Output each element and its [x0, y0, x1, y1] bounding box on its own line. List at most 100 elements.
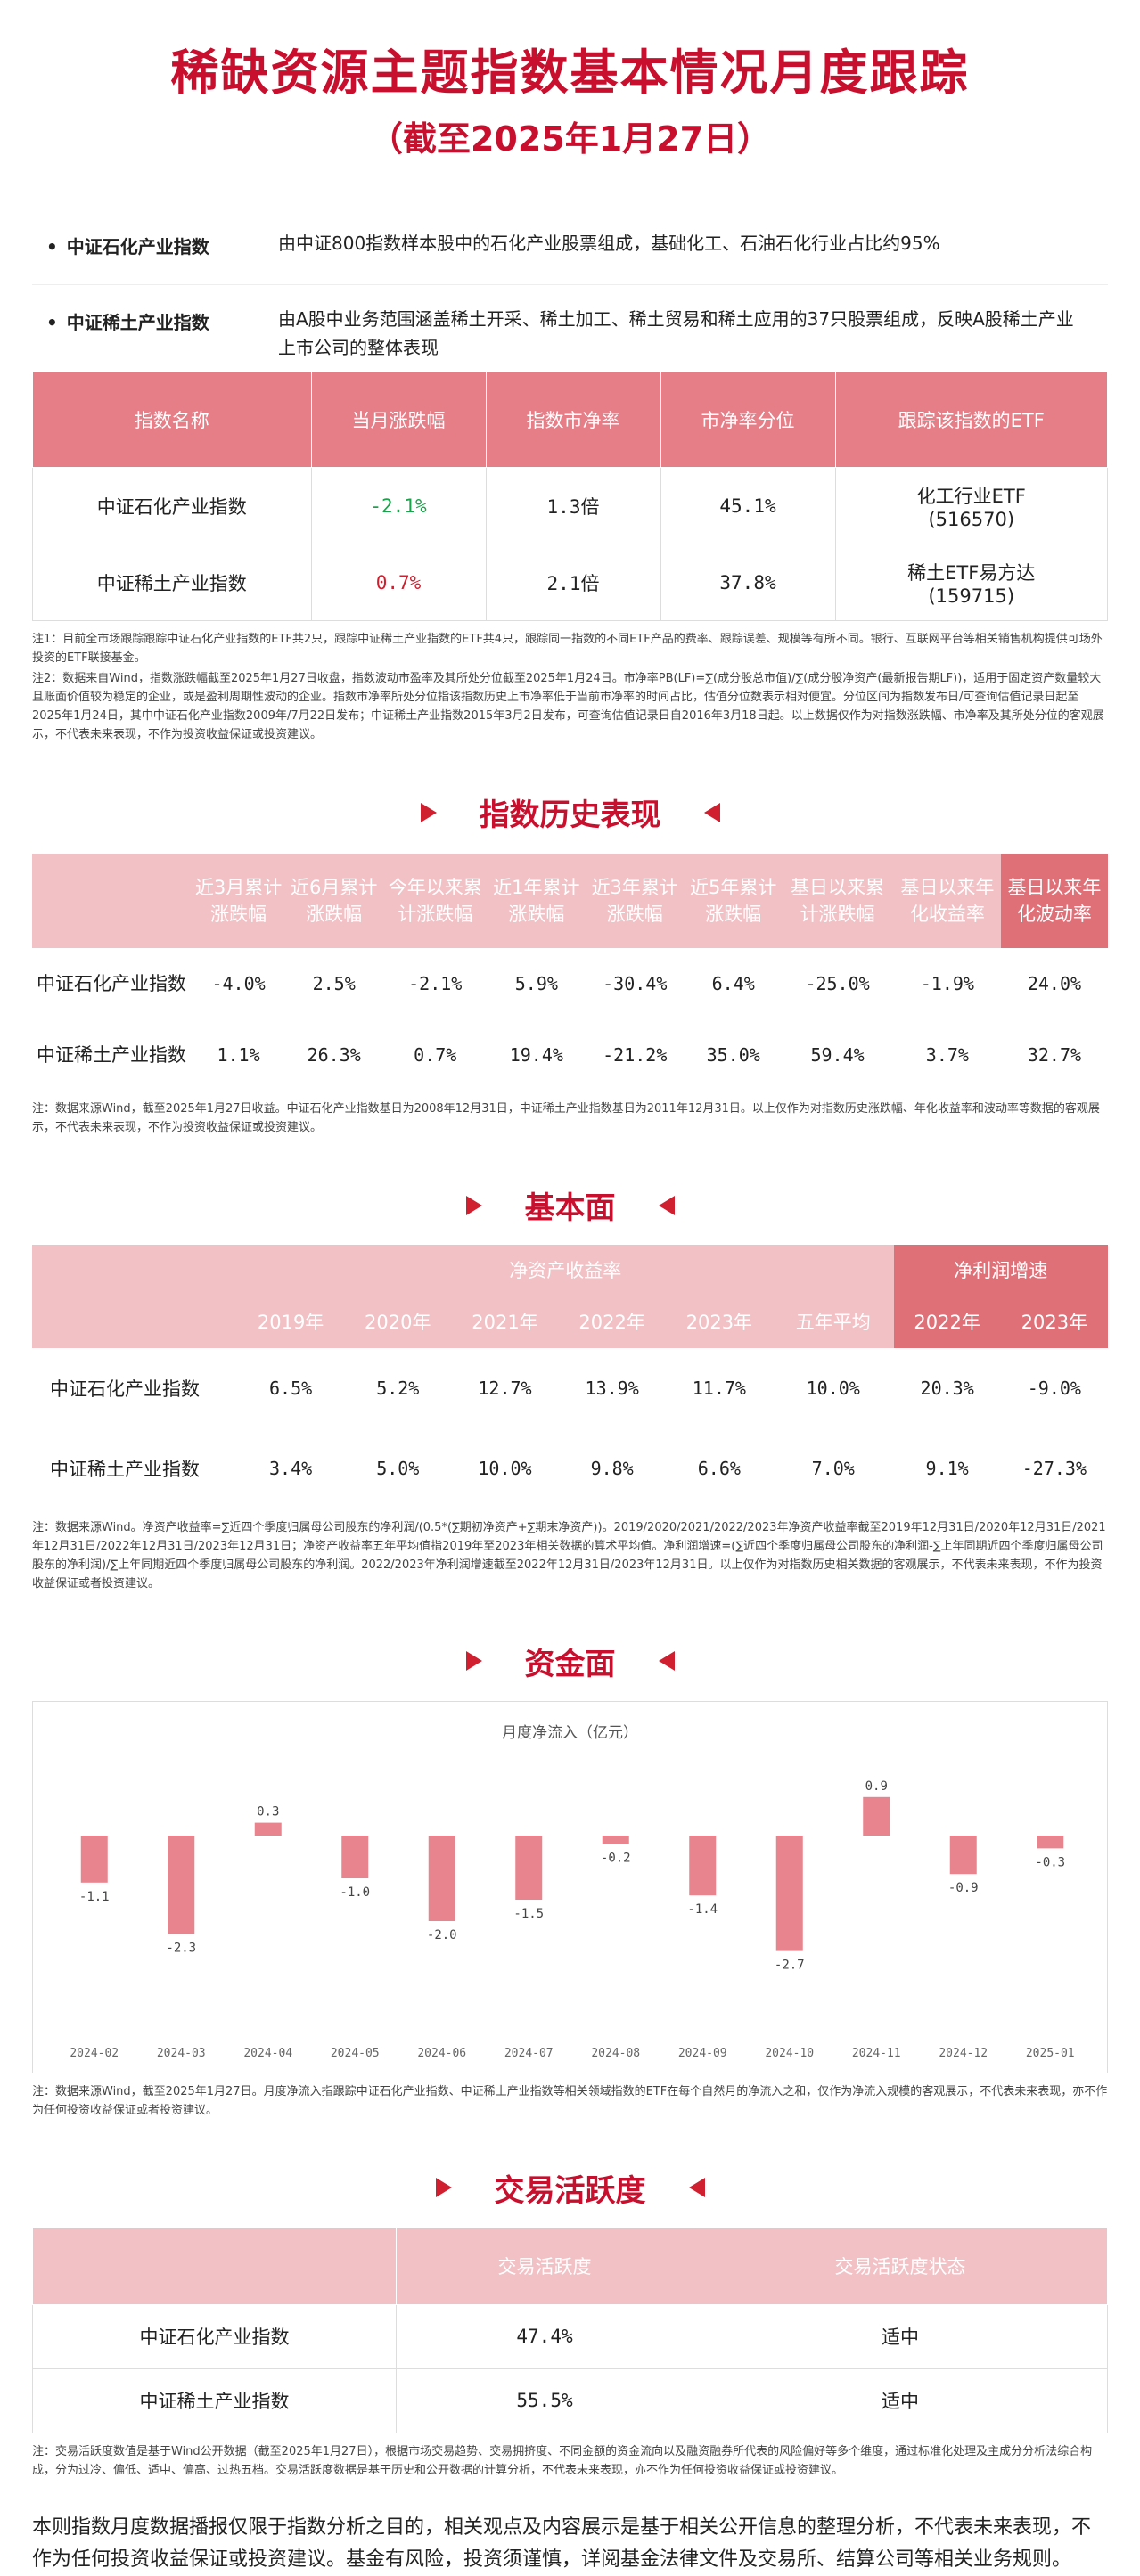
intro-index-desc: 由A股中业务范围涵盖稀土开采、稀土加工、稀土贸易和稀土应用的37只股票组成，反映… — [278, 308, 1074, 359]
cell: -30.4% — [603, 973, 668, 995]
col-header: 2023年 — [665, 1295, 773, 1349]
chart-title: 月度净流入（亿元） — [502, 1724, 638, 1742]
bar-value-label: -2.0 — [427, 1928, 457, 1942]
col-header-blank — [32, 1245, 237, 1349]
x-tick-label: 2025-01 — [1026, 2047, 1075, 2060]
col-header: 近1年累计涨跌幅 — [488, 854, 585, 949]
col-header: 市净率分位 — [660, 371, 836, 469]
cell: 6.5% — [269, 1378, 313, 1400]
col-header: 近3年累计涨跌幅 — [584, 854, 686, 949]
cell: 59.4% — [810, 1044, 865, 1067]
table-row: 中证稀土产业指数 0.7% 2.1倍 37.8% 稀土ETF易方达 (159715… — [32, 544, 1108, 622]
inflow-bar — [428, 1835, 455, 1921]
index-name: 中证稀土产业指数 — [32, 544, 312, 622]
col-header: 近3月累计涨跌幅 — [191, 854, 287, 949]
col-header: 当月涨跌幅 — [310, 371, 487, 469]
inflow-bar — [168, 1835, 195, 1934]
cell: 20.3% — [920, 1378, 974, 1400]
table-row: 中证石化产业指数 47.4% 适中 — [32, 2303, 1108, 2369]
x-tick-label: 2024-11 — [852, 2047, 901, 2060]
cell: 5.9% — [514, 973, 558, 995]
intro-index-name: 中证石化产业指数 — [32, 209, 278, 258]
report-title: 稀缺资源主题指数基本情况月度跟踪 — [170, 45, 970, 101]
col-header: 今年以来累计涨跌幅 — [381, 854, 489, 949]
cell: 24.0% — [1027, 973, 1082, 995]
inflow-bar — [80, 1835, 108, 1883]
col-header: 2020年 — [344, 1295, 452, 1349]
footnote: 注：交易活跃度数值是基于Wind公开数据（截至2025年1月27日），根据市场交… — [32, 2444, 1093, 2477]
cell: 0.7% — [414, 1044, 457, 1067]
col-header: 近6月累计涨跌幅 — [286, 854, 382, 949]
etf-cell: 稀土ETF易方达 (159715) — [834, 544, 1108, 622]
group-header-roe: 净资产收益率 — [237, 1245, 894, 1296]
x-tick-label: 2024-07 — [504, 2047, 554, 2060]
inflow-bar — [602, 1835, 629, 1844]
cell: 5.2% — [376, 1378, 420, 1400]
section-title: 资金面 — [524, 1646, 616, 1682]
activity-value: 47.4% — [395, 2303, 694, 2369]
triangle-left-icon — [658, 1195, 675, 1215]
intro-index-name: 中证稀土产业指数 — [32, 285, 278, 334]
inflow-bar — [515, 1835, 543, 1900]
index-name: 中证稀土产业指数 — [37, 1044, 186, 1067]
cell: 6.6% — [665, 1428, 773, 1509]
cell: 5.0% — [344, 1428, 452, 1509]
index-name: 中证稀土产业指数 — [32, 1428, 237, 1509]
table-row: 中证石化产业指数 -2.1% 1.3倍 45.1% 化工行业ETF (516570… — [32, 467, 1108, 545]
col-header: 2019年 — [237, 1295, 345, 1349]
x-tick-label: 2024-04 — [243, 2047, 292, 2060]
etf-code: (516570) — [928, 508, 1015, 530]
col-header: 2023年 — [1000, 1295, 1108, 1349]
cell: 1.1% — [217, 1044, 260, 1067]
etf-name: 化工行业ETF — [916, 485, 1026, 507]
cell: 9.8% — [558, 1428, 666, 1509]
section-title: 基本面 — [524, 1190, 616, 1227]
activity-status: 适中 — [693, 2303, 1108, 2369]
col-header-blank — [32, 854, 191, 949]
triangle-left-icon — [658, 1651, 675, 1672]
etf-name: 稀土ETF易方达 — [907, 561, 1036, 584]
x-tick-label: 2024-06 — [417, 2047, 466, 2060]
index-name: 中证石化产业指数 — [50, 1378, 200, 1401]
cell: 9.1% — [893, 1428, 1001, 1509]
cell: 35.0% — [706, 1044, 760, 1067]
cell: -1.9% — [920, 973, 974, 995]
x-tick-label: 2024-12 — [939, 2047, 988, 2060]
bar-value-label: -2.7 — [775, 1958, 805, 1972]
fundamentals-table: 净资产收益率 净利润增速 2019年 2020年 2021年 2022年 202… — [32, 1245, 1108, 1509]
cell: -4.0% — [211, 973, 266, 995]
triangle-left-icon — [703, 802, 720, 822]
monthly-change: -2.1% — [310, 467, 487, 545]
pb-value: 1.3倍 — [485, 467, 661, 545]
section-title: 交易活跃度 — [494, 2172, 646, 2209]
x-tick-label: 2024-03 — [157, 2047, 206, 2060]
triangle-right-icon — [465, 1651, 482, 1672]
activity-table: 交易活跃度 交易活跃度状态 中证石化产业指数 47.4% 适中 中证稀土产业指数… — [32, 2227, 1108, 2433]
cell: 26.3% — [307, 1044, 361, 1067]
cell: 11.7% — [692, 1378, 746, 1400]
cell: 10.0% — [806, 1378, 860, 1400]
col-header: 基日以来年化收益率 — [893, 854, 1001, 949]
footnote: 注：数据来源Wind，截至2025年1月27日。月度净流入指跟踪中证石化产业指数… — [32, 2084, 1108, 2117]
section-header: 指数历史表现 — [0, 790, 1140, 834]
x-tick-label: 2024-09 — [678, 2047, 727, 2060]
cell: 3.7% — [925, 1044, 969, 1067]
inflow-bar — [949, 1835, 977, 1875]
x-tick-label: 2024-05 — [331, 2047, 380, 2060]
activity-status: 适中 — [693, 2367, 1108, 2433]
disclaimer: 本则指数月度数据播报仅限于指数分析之目的，相关观点及内容展示是基于相关公开信息的… — [32, 2515, 1092, 2571]
col-header: 交易活跃度 — [395, 2227, 694, 2305]
col-header: 基日以来累计涨跌幅 — [781, 854, 894, 949]
col-header: 2022年 — [558, 1295, 666, 1349]
index-name: 中证石化产业指数 — [37, 973, 186, 995]
col-header: 跟踪该指数的ETF — [834, 371, 1108, 469]
inflow-bar — [689, 1835, 717, 1896]
etf-cell: 化工行业ETF (516570) — [834, 467, 1108, 545]
bar-value-label: -0.9 — [948, 1881, 979, 1895]
col-header: 交易活跃度状态 — [693, 2227, 1108, 2305]
footnote: 注2：数据来自Wind，指数涨跌幅截至2025年1月27日收盘，指数波动市盈率及… — [32, 672, 1104, 742]
etf-code: (159715) — [928, 585, 1015, 607]
section-header: 资金面 — [0, 1640, 1140, 1683]
col-header: 近5年累计涨跌幅 — [685, 854, 782, 949]
section-header: 基本面 — [0, 1183, 1140, 1227]
